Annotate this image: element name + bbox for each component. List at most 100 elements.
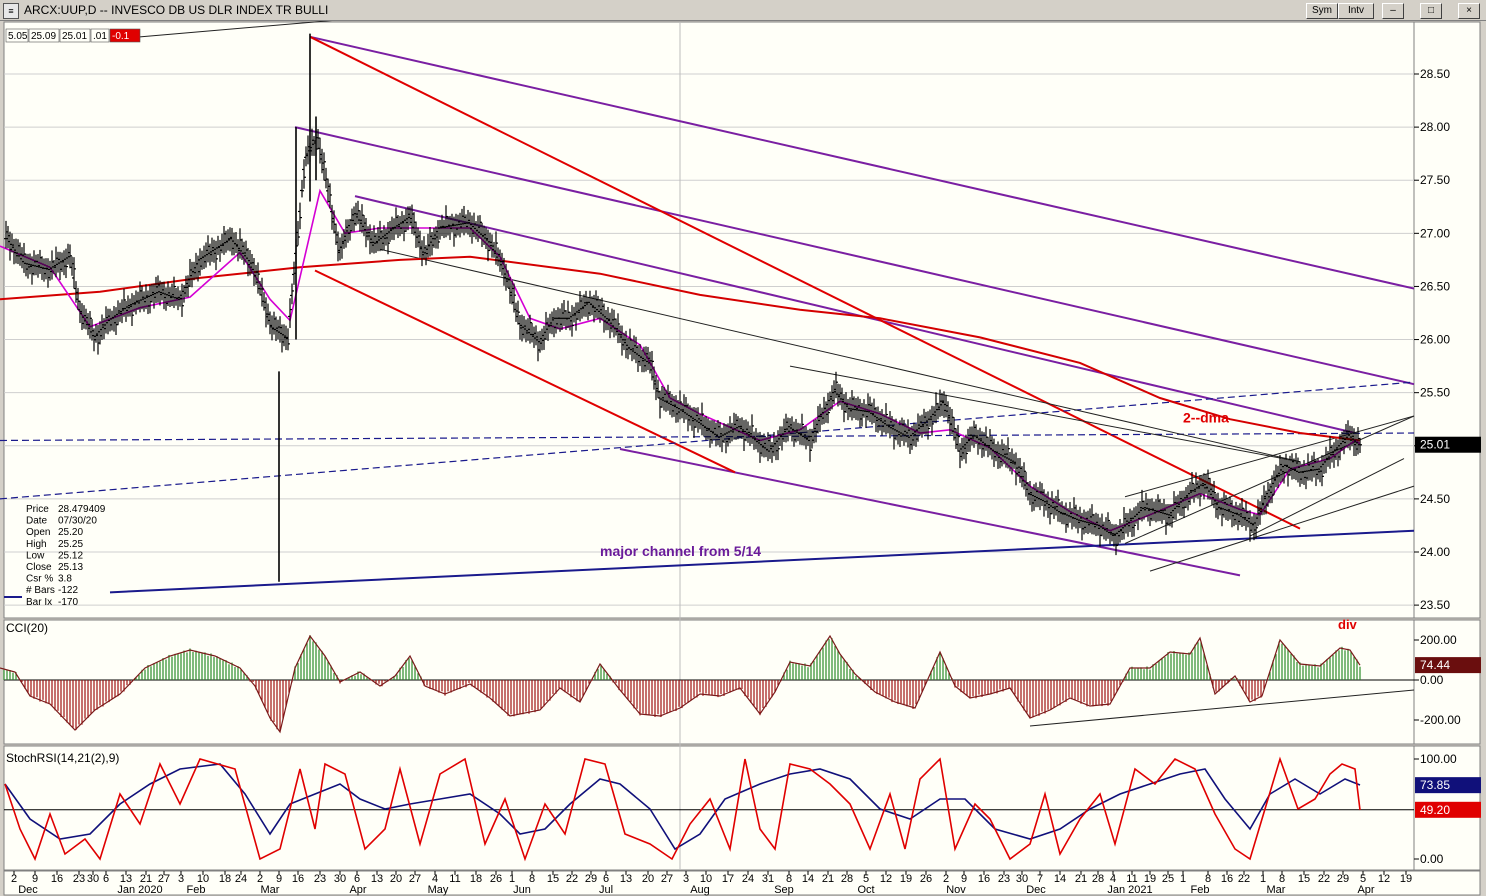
x-tick-label: 8 <box>529 873 535 885</box>
price-bar <box>776 430 780 461</box>
x-tick-label: 4 <box>1110 873 1116 885</box>
x-tick-label: 25 <box>1162 873 1174 885</box>
x-tick-label: 20 <box>642 873 654 885</box>
price-tick-label: 28.50 <box>1420 67 1450 81</box>
price-bar <box>298 202 302 230</box>
data-window-value: 25.20 <box>58 527 83 538</box>
price-bar <box>68 244 72 269</box>
x-tick-label: 10 <box>700 873 712 885</box>
price-bar <box>1190 471 1194 499</box>
chart-canvas[interactable]: 28.5028.0027.5027.0026.5026.0025.5025.00… <box>0 21 1486 896</box>
x-tick-label: 1 <box>509 873 515 885</box>
price-bar <box>884 403 888 435</box>
x-tick-label: 14 <box>802 873 814 885</box>
panel-1-y-axis <box>1413 21 1481 619</box>
trendline-navy_dashed <box>0 432 1415 442</box>
stochrsi-fast-badge <box>1415 801 1481 818</box>
x-month-label: Feb <box>1191 884 1210 896</box>
quote-value: 25.01 <box>62 31 87 42</box>
x-tick-label: 27 <box>661 873 673 885</box>
x-tick-label: 16 <box>978 873 990 885</box>
last-price-badge <box>1415 436 1481 453</box>
maximize-icon[interactable]: □ <box>1420 3 1442 19</box>
sym-button[interactable]: Sym <box>1306 3 1338 19</box>
interval-button[interactable]: Intv <box>1338 3 1374 19</box>
price-bar <box>1106 512 1110 539</box>
x-tick-label: 9 <box>961 873 967 885</box>
cci-tick-label: 0.00 <box>1420 673 1444 687</box>
x-tick-label: 12 <box>1378 873 1390 885</box>
window-title: ARCX:UUP,D -- INVESCO DB US DLR INDEX TR… <box>24 3 329 17</box>
x-month-label: Dec <box>18 884 38 896</box>
x-tick-label: 29 <box>1337 873 1349 885</box>
data-window-label: Low <box>26 550 45 561</box>
x-tick-label: 21 <box>1075 873 1087 885</box>
x-axis-strip <box>3 870 1481 896</box>
x-tick-label: 13 <box>620 873 632 885</box>
price-bar <box>956 424 960 452</box>
cci-value-badge <box>1415 657 1481 674</box>
minimize-icon[interactable]: – <box>1382 3 1404 19</box>
x-tick-label: 23 <box>998 873 1010 885</box>
stochrsi-slow-label: 73.85 <box>1420 778 1450 792</box>
x-tick-label: 19 <box>1400 873 1412 885</box>
price-bar <box>1132 507 1136 537</box>
price-bar <box>436 220 440 249</box>
x-tick-label: 23 <box>314 873 326 885</box>
x-month-label: Apr <box>349 884 366 896</box>
quote-value: .01 <box>93 31 107 42</box>
x-tick-label: 14 <box>1054 873 1066 885</box>
trendline-purple <box>619 447 1241 577</box>
price-bar <box>290 283 294 305</box>
x-tick-label: 26 <box>490 873 502 885</box>
x-month-label: Oct <box>857 884 874 896</box>
price-bar <box>700 402 704 436</box>
x-tick-label: 15 <box>1298 873 1310 885</box>
x-tick-label: 1 <box>1260 873 1266 885</box>
price-bar <box>1358 437 1362 453</box>
x-tick-label: 27 <box>409 873 421 885</box>
x-tick-label: 6 <box>354 873 360 885</box>
x-month-label: Jun <box>513 884 531 896</box>
x-tick-label: 9 <box>276 873 282 885</box>
x-tick-label: 10 <box>197 873 209 885</box>
last-price-label: 25.01 <box>1420 438 1450 452</box>
price-bar <box>616 313 620 344</box>
channel-annotation: major channel from 5/14 <box>600 543 761 559</box>
quote-cell <box>28 28 60 43</box>
x-tick-label: 20 <box>390 873 402 885</box>
price-tick-label: 23.50 <box>1420 598 1450 612</box>
price-bar <box>1212 480 1216 509</box>
stochrsi-slow-line <box>4 763 1361 851</box>
price-bar <box>180 283 184 317</box>
close-icon[interactable]: × <box>1458 3 1480 19</box>
x-tick-label: 5 <box>863 873 869 885</box>
price-bar <box>650 350 654 381</box>
trendline-black <box>1124 415 1415 498</box>
ohlc-bars <box>4 128 1362 556</box>
price-bar <box>88 311 92 339</box>
price-bar <box>964 434 968 464</box>
x-month-label: Jul <box>599 884 613 896</box>
stochrsi-tick-label: 0.00 <box>1420 852 1444 866</box>
price-bar <box>478 215 482 239</box>
data-window-label: Bar Ix <box>26 597 52 608</box>
x-tick-label: 15 <box>547 873 559 885</box>
x-tick-label: 16 <box>292 873 304 885</box>
price-tick-label: 24.50 <box>1420 492 1450 506</box>
x-tick-label: 8 <box>786 873 792 885</box>
data-window-label: Csr % <box>26 574 53 585</box>
x-tick-label: 11 <box>1126 873 1137 885</box>
price-tick-label: 28.00 <box>1420 120 1450 134</box>
price-bar <box>826 392 830 424</box>
dma-annotation: 2--dma <box>1183 409 1229 425</box>
x-tick-label: 5 <box>1360 873 1366 885</box>
price-tick-label: 27.50 <box>1420 173 1450 187</box>
x-tick-label: 4 <box>432 873 438 885</box>
trendline-purple <box>354 195 1356 435</box>
price-bar <box>1056 489 1060 522</box>
x-month-label: May <box>428 884 449 896</box>
trendline-purple <box>294 126 1415 386</box>
x-tick-label: 8 <box>1279 873 1285 885</box>
data-window-value: 07/30/20 <box>58 516 97 527</box>
